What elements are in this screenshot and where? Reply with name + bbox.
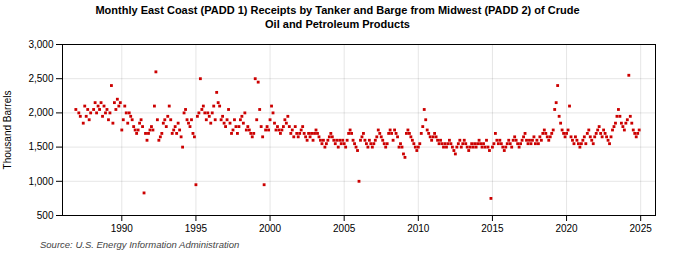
- svg-text:3,000: 3,000: [28, 38, 53, 49]
- svg-text:1,500: 1,500: [28, 141, 53, 152]
- html-text:Source: U.S. Energy Informatio: Source: U.S. Energy Information Administ…: [40, 238, 240, 250]
- svg-text:1990: 1990: [111, 222, 134, 233]
- svg-text:2005: 2005: [333, 222, 356, 233]
- svg-text:2020: 2020: [555, 222, 578, 233]
- svg-text:2010: 2010: [407, 222, 430, 233]
- svg-text:2015: 2015: [481, 222, 504, 233]
- svg-text:2,500: 2,500: [28, 72, 53, 83]
- svg-text:Thousand Barrels: Thousand Barrels: [2, 90, 13, 169]
- svg-text:500: 500: [37, 209, 54, 220]
- svg-text:2,000: 2,000: [28, 107, 53, 118]
- svg-text:2025: 2025: [630, 222, 653, 233]
- svg-text:1,000: 1,000: [28, 175, 53, 186]
- svg-text:1995: 1995: [185, 222, 208, 233]
- svg-text:2000: 2000: [259, 222, 282, 233]
- html-text:Monthly East Coast (PADD 1) Re: Monthly East Coast (PADD 1) Receipts by …: [95, 4, 580, 30]
